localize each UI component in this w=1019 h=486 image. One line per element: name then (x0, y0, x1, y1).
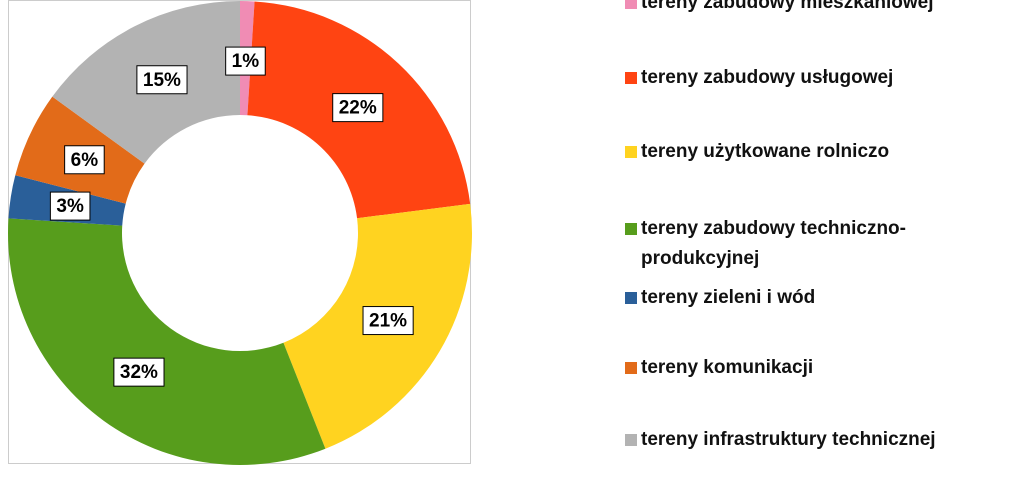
legend-item: tereny zabudowy usługowej (625, 63, 1015, 93)
donut-slice (7, 218, 326, 465)
legend-item: tereny zabudowy techniczno-produkcyjnej (625, 214, 1015, 274)
data-label: 1% (225, 46, 266, 76)
data-label-box (136, 65, 188, 95)
legend-swatch (625, 292, 637, 304)
legend-swatch (625, 223, 637, 235)
legend-swatch (625, 0, 637, 9)
data-label: 3% (49, 191, 91, 221)
legend-item: tereny infrastruktury technicznej (625, 425, 1015, 455)
legend-label: tereny zabudowy techniczno-produkcyjnej (641, 218, 906, 269)
legend-item: tereny użytkowane rolniczo (625, 137, 1015, 167)
legend-label: tereny użytkowane rolniczo (641, 141, 890, 162)
legend-label: tereny zabudowy mieszkaniowej (641, 0, 934, 13)
data-label-text: 21% (369, 311, 407, 332)
data-label-text: 32% (120, 362, 158, 383)
legend-swatch (625, 146, 637, 158)
data-label: 22% (332, 93, 384, 123)
data-label-text: 6% (71, 150, 99, 171)
data-label-text: 3% (56, 196, 84, 217)
legend-item: tereny zabudowy mieszkaniowej (625, 0, 1015, 18)
data-label-box (64, 145, 105, 175)
data-label-box (225, 46, 266, 76)
data-label: 6% (64, 145, 105, 175)
legend-label: tereny infrastruktury technicznej (641, 429, 936, 450)
data-label: 15% (136, 65, 188, 95)
data-label-text: 15% (143, 70, 181, 91)
data-label-box (362, 306, 414, 336)
legend-label: tereny komunikacji (641, 357, 814, 378)
data-label: 21% (362, 306, 414, 336)
legend-swatch (625, 362, 637, 374)
legend-swatch (625, 434, 637, 446)
legend-label: tereny zabudowy usługowej (641, 67, 894, 88)
data-label-box (113, 357, 165, 387)
data-label: 32% (113, 357, 165, 387)
legend-item: tereny zieleni i wód (625, 283, 1015, 313)
data-label-text: 22% (339, 98, 377, 119)
data-label-box (49, 191, 91, 221)
data-label-text: 1% (232, 51, 260, 72)
legend-item: tereny komunikacji (625, 353, 1015, 383)
data-label-box (332, 93, 384, 123)
legend-swatch (625, 72, 637, 84)
legend-label: tereny zieleni i wód (641, 287, 816, 308)
